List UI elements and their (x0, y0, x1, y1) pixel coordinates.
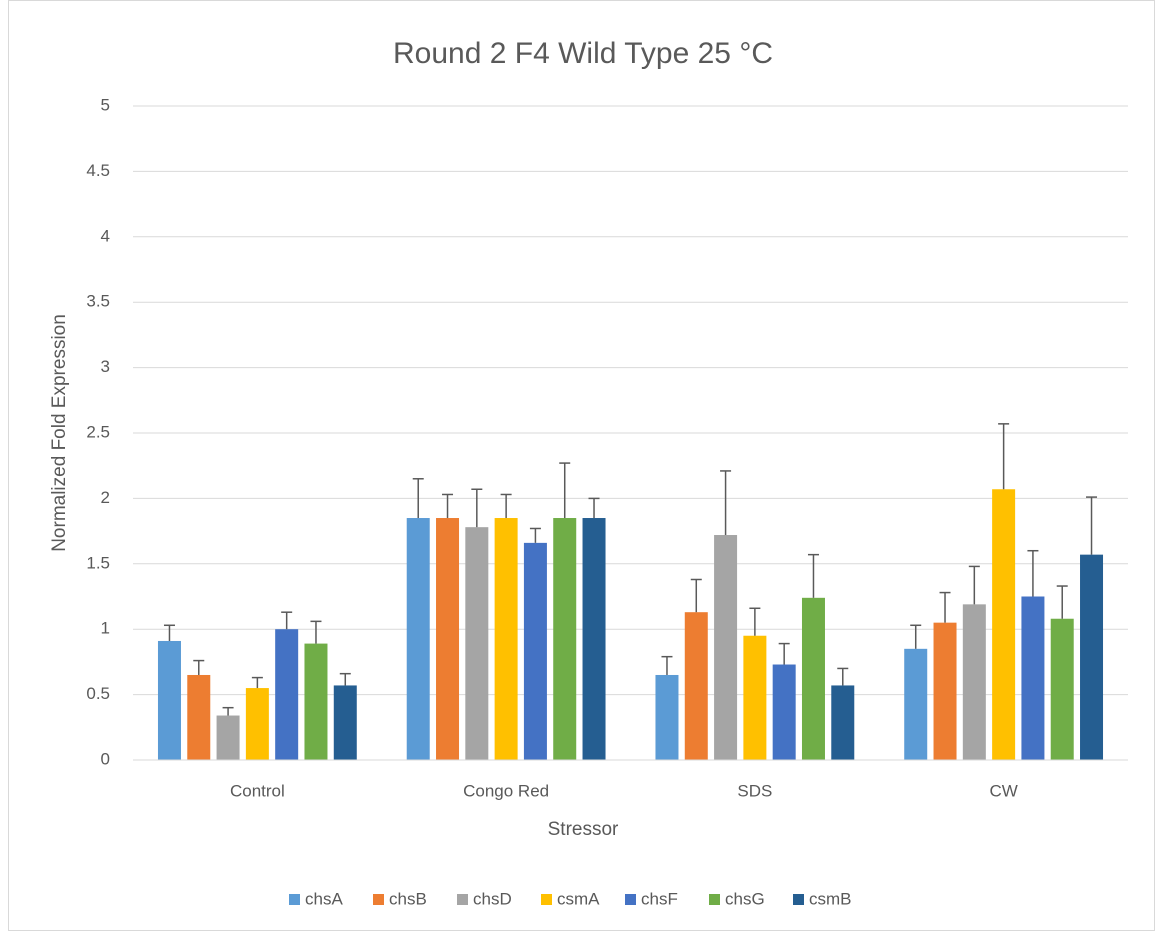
x-tick-label: Congo Red (463, 781, 549, 800)
bar (655, 674, 679, 760)
error-bar (720, 470, 732, 536)
legend-label: chsA (305, 889, 343, 908)
legend-label: chsD (473, 889, 512, 908)
y-tick-label: 4 (101, 226, 110, 245)
error-bar (968, 565, 980, 605)
bar (406, 518, 430, 760)
y-tick-label: 3 (101, 357, 110, 376)
bar (187, 674, 211, 760)
legend-swatch (709, 894, 720, 905)
error-bar (939, 591, 951, 623)
y-tick-label: 3.5 (86, 292, 110, 311)
error-bar (559, 462, 571, 519)
bar (743, 635, 767, 760)
y-tick-label: 5 (101, 95, 110, 114)
bar (553, 518, 577, 760)
bar (1021, 596, 1045, 760)
legend-swatch (457, 894, 468, 905)
error-bar (500, 493, 512, 519)
bar (684, 612, 708, 760)
error-bar (471, 488, 483, 528)
bar (1050, 618, 1074, 760)
error-bar (807, 553, 819, 598)
bar (523, 542, 547, 760)
bar (714, 535, 738, 760)
bar (933, 622, 957, 760)
bar (772, 664, 796, 760)
error-bar (529, 527, 541, 543)
error-bar (837, 667, 849, 686)
y-tick-label: 2.5 (86, 422, 110, 441)
bar (436, 518, 460, 760)
bar (275, 629, 299, 760)
legend-swatch (373, 894, 384, 905)
error-bar (910, 624, 922, 649)
bar (904, 648, 928, 760)
error-bar (412, 478, 424, 519)
bar (831, 685, 855, 760)
bar (333, 685, 357, 760)
x-tick-label: SDS (737, 781, 772, 800)
legend-label: chsF (641, 889, 678, 908)
bar (582, 518, 606, 760)
error-bar (778, 642, 790, 665)
y-axis-label: Normalized Fold Expression (49, 314, 70, 552)
error-bar (310, 620, 322, 644)
y-tick-label: 0 (101, 749, 110, 768)
error-bar (1027, 549, 1039, 597)
bar (465, 527, 489, 760)
error-bar (588, 497, 600, 519)
error-bar (193, 659, 205, 675)
y-tick-label: 1.5 (86, 553, 110, 572)
bar (245, 688, 269, 760)
legend-swatch (625, 894, 636, 905)
error-bar (222, 706, 234, 716)
legend-label: chsB (389, 889, 427, 908)
chart-title: Round 2 F4 Wild Type 25 °C (393, 37, 773, 70)
x-tick-label: Control (230, 781, 285, 800)
y-tick-label: 1 (101, 619, 110, 638)
bar (1080, 554, 1104, 760)
error-bar (281, 611, 293, 630)
legend-swatch (793, 894, 804, 905)
error-bar (163, 624, 175, 641)
legend-label: csmB (809, 889, 852, 908)
error-bar (251, 676, 263, 689)
bar (216, 715, 240, 760)
chart-border (8, 0, 1155, 931)
error-bar (1086, 496, 1098, 555)
y-tick-label: 0.5 (86, 684, 110, 703)
error-bar (690, 578, 702, 613)
bar (157, 640, 181, 760)
legend-label: chsG (725, 889, 765, 908)
x-tick-label: CW (989, 781, 1017, 800)
bar (494, 518, 518, 760)
error-bar (998, 423, 1010, 490)
legend-swatch (289, 894, 300, 905)
bar (992, 489, 1016, 760)
error-bar (339, 672, 351, 686)
error-bar (749, 607, 761, 636)
legend-swatch (541, 894, 552, 905)
bar (962, 604, 986, 760)
legend-label: csmA (557, 889, 600, 908)
error-bar (1056, 585, 1068, 619)
error-bar (661, 655, 673, 675)
x-axis-label: Stressor (548, 819, 619, 840)
y-tick-label: 2 (101, 488, 110, 507)
bar (801, 597, 825, 760)
error-bar (442, 493, 454, 519)
bar (304, 643, 328, 760)
y-tick-label: 4.5 (86, 161, 110, 180)
